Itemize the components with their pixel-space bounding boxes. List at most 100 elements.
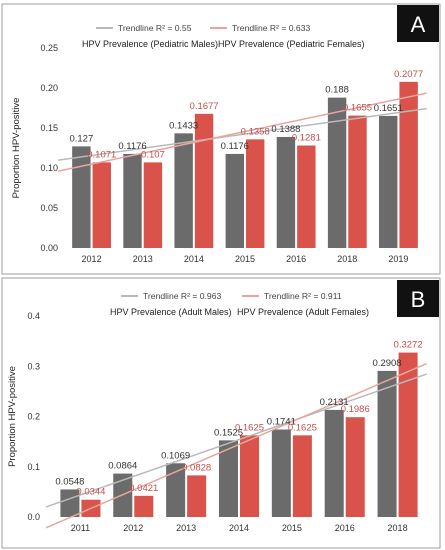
data-label: 0.127 (69, 133, 93, 144)
y-tick-label: 0.1 (27, 462, 40, 472)
x-tick-label: 2015 (282, 523, 302, 533)
x-tick-label: 2016 (286, 254, 306, 264)
bar (292, 435, 312, 517)
x-tick-label: 2018 (388, 523, 408, 533)
panel-badge-letter: B (411, 287, 426, 312)
data-label: 0.0548 (55, 476, 84, 487)
bar (72, 146, 91, 248)
x-tick-label: 2013 (133, 254, 153, 264)
data-label: 0.2908 (373, 358, 402, 369)
bar (345, 417, 365, 517)
data-label: 0.1071 (87, 149, 116, 160)
data-label: 0.0828 (182, 462, 211, 473)
panel-badge (397, 5, 439, 42)
chart-panel: A Proportion HPV-positive 0.00 0.05 0.10 0.15… (1, 3, 441, 275)
data-label: 0.1388 (271, 124, 300, 135)
data-label: 0.1069 (161, 450, 190, 461)
x-tick-label: 2014 (229, 523, 249, 533)
panel-badge-letter: A (411, 12, 426, 37)
y-tick-label: 0.15 (40, 123, 58, 133)
y-axis-title: Proportion HPV-positive (11, 98, 22, 199)
bar (166, 463, 186, 517)
trendline (58, 92, 427, 172)
legend-series-label: HPV Prevalence (Adult Females) (237, 307, 369, 317)
legend-series-label: HPV Prevalence (Pediatric Males) (82, 39, 218, 49)
x-tick-label: 2015 (235, 254, 255, 264)
bar (297, 145, 316, 248)
legend-trendline-label: Trendline R² = 0.963 (143, 291, 221, 301)
bar (218, 440, 238, 517)
bar (187, 475, 207, 517)
data-label: 0.3272 (394, 340, 423, 351)
bar (240, 435, 260, 517)
bar (348, 115, 367, 248)
trendline (45, 373, 427, 508)
x-tick-label: 2019 (388, 254, 408, 264)
bar (194, 113, 214, 248)
x-tick-label: 2012 (123, 523, 143, 533)
data-label: 0.1986 (341, 404, 370, 415)
bar (134, 495, 154, 517)
legend-trendline-label: Trendline R² = 0.911 (264, 291, 342, 301)
data-label: 0.0864 (108, 461, 137, 472)
x-tick-label: 2016 (335, 523, 355, 533)
bar (327, 97, 347, 248)
legend-series-label: HPV Prevalence (Adult Males) (110, 307, 232, 317)
panel-badge (397, 280, 439, 317)
data-label: 0.2077 (394, 69, 423, 80)
data-label: 0.0421 (129, 483, 158, 494)
panel-border (1, 277, 441, 549)
y-tick-label: 0.20 (40, 83, 58, 93)
data-label: 0.2131 (320, 397, 349, 408)
trendline (45, 362, 427, 529)
y-tick-label: 0.10 (40, 163, 58, 173)
panel-border (1, 3, 441, 275)
bar (143, 162, 163, 248)
bar (398, 352, 418, 517)
x-tick-label: 2011 (71, 523, 90, 533)
data-label: 0.1358 (241, 126, 270, 137)
y-tick-label: 0.3 (27, 361, 40, 371)
y-axis-title: Proportion HPV-positive (7, 366, 18, 467)
data-label: 0.1433 (169, 120, 198, 131)
data-label: 0.1655 (343, 103, 372, 114)
x-tick-label: 2014 (184, 254, 204, 264)
data-label: 0.1625 (235, 422, 264, 433)
trendline (58, 107, 427, 161)
x-tick-label: 2018 (337, 254, 357, 264)
chart-panel: B Proportion HPV-positive 0.0 0.1 0.2 0.3 0.4 T… (1, 277, 441, 549)
data-label: 0.1625 (288, 422, 317, 433)
data-label: 0.1677 (190, 101, 219, 112)
data-label: 0.1176 (221, 141, 249, 152)
data-label: 0.188 (325, 85, 349, 96)
y-tick-label: 0.00 (40, 243, 58, 253)
y-tick-label: 0.0 (27, 512, 40, 522)
legend-trendline-label: Trendline R² = 0.55 (118, 23, 192, 33)
data-label: 0.1651 (374, 103, 403, 114)
bar (123, 153, 142, 248)
bar (379, 115, 398, 248)
data-label: 0.1741 (267, 417, 296, 428)
bar (271, 429, 291, 517)
bar (324, 409, 344, 517)
x-tick-label: 2013 (176, 523, 196, 533)
legend-trendline-label: Trendline R² = 0.633 (232, 23, 310, 33)
y-tick-label: 0.25 (40, 43, 58, 53)
bar (92, 162, 111, 248)
bar (377, 370, 397, 517)
bar (225, 153, 244, 248)
bar (174, 133, 193, 248)
data-label: 0.0344 (76, 487, 105, 498)
bar (276, 136, 296, 248)
y-tick-label: 0.2 (27, 412, 40, 422)
legend-series-label: HPV Prevalence (Pediatric Females) (218, 39, 365, 49)
data-label: 0.107 (141, 149, 165, 160)
data-label: 0.1176 (118, 141, 146, 152)
bar (399, 81, 418, 248)
y-tick-label: 0.05 (40, 203, 58, 213)
x-tick-label: 2012 (82, 254, 102, 264)
data-label: 0.1281 (292, 133, 321, 144)
bar (246, 139, 265, 248)
